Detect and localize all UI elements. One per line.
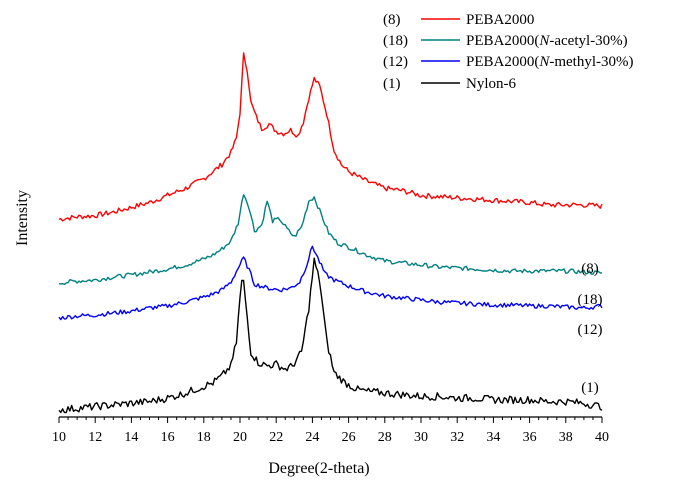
x-tick-label: 40 <box>595 430 609 445</box>
x-tick-label: 10 <box>52 430 66 445</box>
x-tick-label: 18 <box>197 430 211 445</box>
curve-label-8: (8) <box>581 261 599 277</box>
legend: (8) PEBA2000 (18) PEBA2000(N-acetyl-30%) (12… <box>383 12 634 92</box>
x-axis: 10 12 14 16 18 20 22 24 26 28 30 32 34 36 38 40 <box>52 416 609 445</box>
x-tick-label: 14 <box>124 430 138 445</box>
x-tick-label: 12 <box>88 430 102 445</box>
x-tick-label: 22 <box>269 430 283 445</box>
curve-label-18: (18) <box>578 292 603 308</box>
curve-labels: (8) (18) (12) (1) <box>578 261 603 396</box>
legend-label: Nylon-6 <box>466 76 516 92</box>
x-tick-label: 30 <box>414 430 428 445</box>
series-line-18 <box>58 194 603 286</box>
legend-label: PEBA2000(N-acetyl-30%) <box>466 33 628 49</box>
series-line-1 <box>58 257 603 414</box>
x-tick-label: 28 <box>378 430 392 445</box>
x-tick-label: 24 <box>305 430 319 445</box>
x-tick-label: 34 <box>486 430 500 445</box>
legend-label: PEBA2000 <box>466 12 534 28</box>
legend-number: (8) <box>383 12 401 28</box>
x-tick-label: 20 <box>233 430 247 445</box>
legend-label: PEBA2000(N-methyl-30%) <box>466 54 634 70</box>
x-axis-title: Degree(2-theta) <box>268 460 369 477</box>
curve-label-1: (1) <box>581 380 599 396</box>
x-tick-label: 36 <box>523 430 537 445</box>
series-line-12 <box>58 245 603 321</box>
x-tick-label: 32 <box>450 430 464 445</box>
plot-lines <box>58 52 603 414</box>
legend-number: (18) <box>383 33 408 49</box>
curve-label-12: (12) <box>578 322 603 338</box>
legend-number: (1) <box>383 76 401 92</box>
legend-item-8: (8) PEBA2000 <box>383 12 534 28</box>
legend-number: (12) <box>383 54 408 70</box>
y-axis-title: Intensity <box>14 190 31 246</box>
legend-item-12: (12) PEBA2000(N-methyl-30%) <box>383 54 634 70</box>
legend-item-18: (18) PEBA2000(N-acetyl-30%) <box>383 33 628 49</box>
x-tick-label: 26 <box>342 430 356 445</box>
series-line-8 <box>58 52 603 222</box>
legend-item-1: (1) Nylon-6 <box>383 76 516 92</box>
x-tick-label: 16 <box>161 430 175 445</box>
x-tick-label: 38 <box>559 430 573 445</box>
